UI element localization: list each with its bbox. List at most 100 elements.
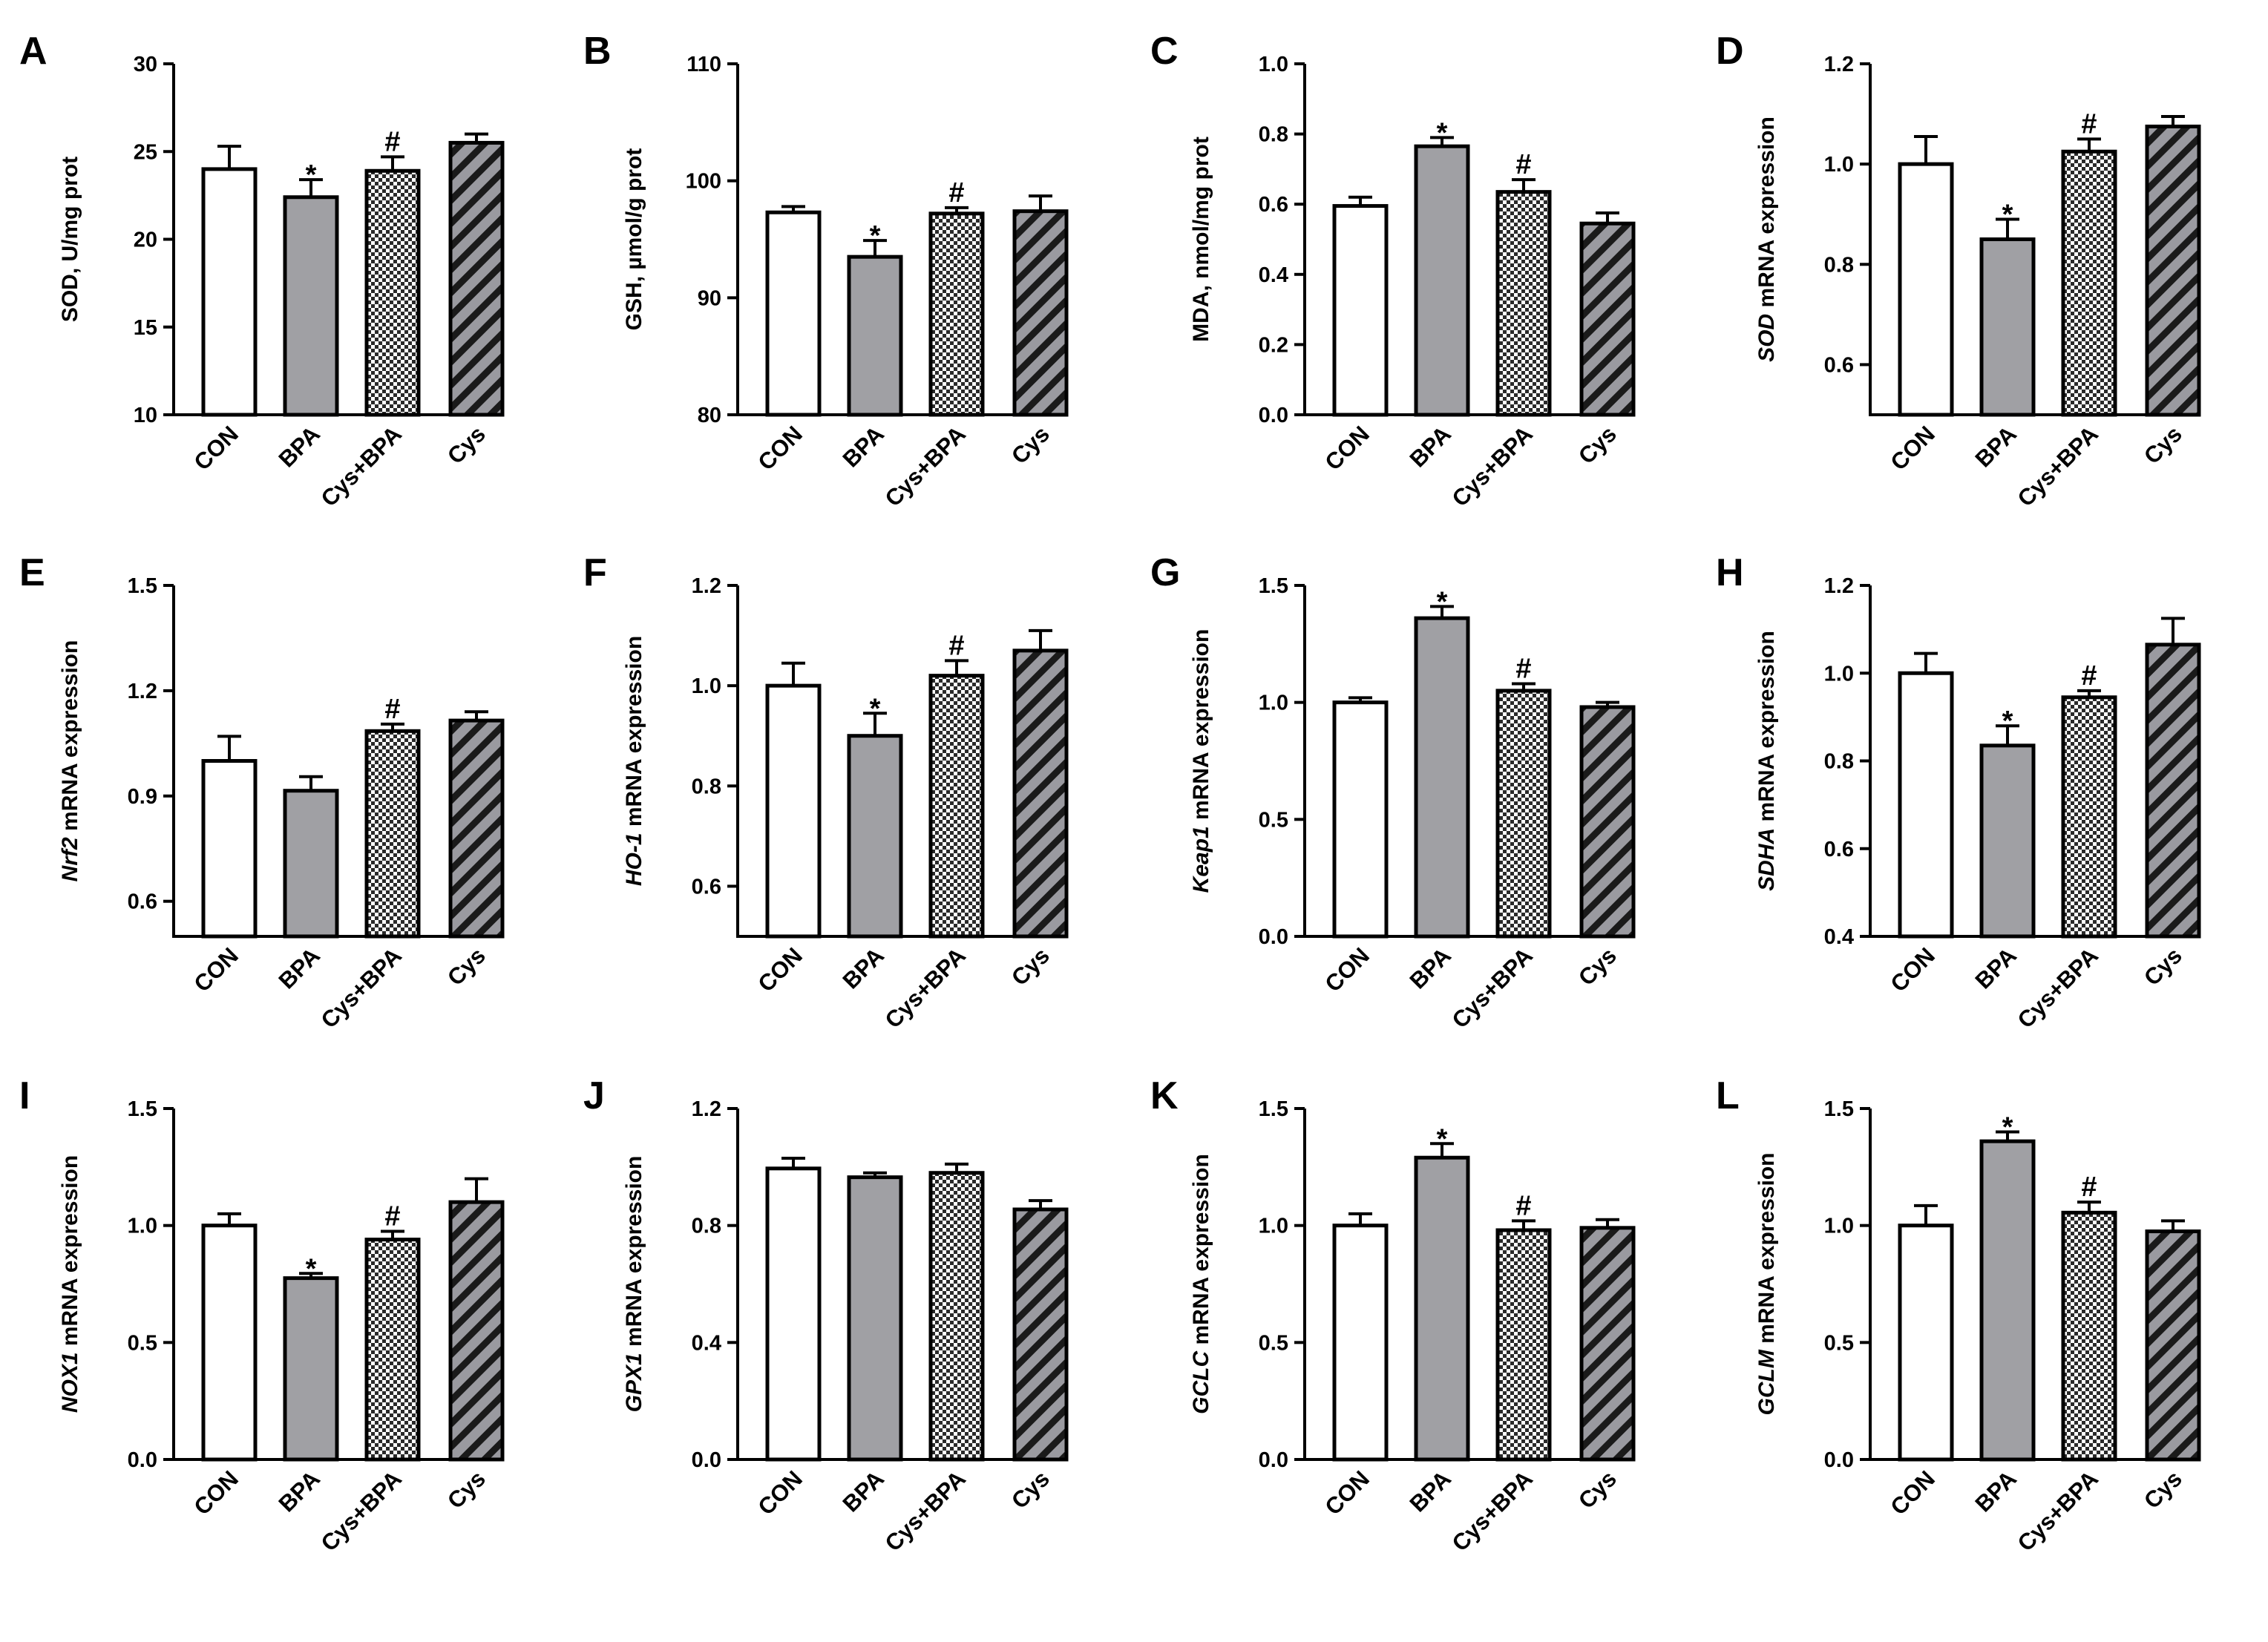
panel-c-errbar-1: [1430, 136, 1454, 147]
panel-h-ylabel: SDHA mRNA expression: [1754, 631, 1779, 891]
panel-a-errbar-2: [381, 155, 404, 171]
panel-c-letter: C: [1150, 30, 1179, 73]
panel-a-ytick-label-4: 30: [134, 53, 157, 76]
panel-g-xtick-label-1: BPA: [1405, 942, 1456, 994]
panel-l-xtick-label-2: Cys+BPA: [2013, 1465, 2103, 1556]
panel-j-ytick-label-2: 0.8: [692, 1215, 721, 1238]
panel-f-bar-cys-bpa: [928, 674, 985, 939]
panel-b-ytick-label-1: 90: [698, 286, 721, 310]
panel-b-sig-1: *: [870, 220, 881, 252]
panel-b-errbar-1: [863, 239, 887, 257]
panel-l-xtick-label-0: CON: [1885, 1465, 1939, 1520]
panel-g-errbar-2: [1512, 682, 1536, 691]
panel-j-ylabel: GPX1 mRNA expression: [622, 1156, 646, 1413]
panel-e-errbar-0: [217, 735, 241, 761]
panel-l-bar-bpa: [1979, 1139, 2036, 1462]
panel-j-xtick-label-2: Cys+BPA: [880, 1465, 971, 1556]
panel-c-ytick-label-4: 0.8: [1259, 123, 1288, 147]
panel-i-bar-bpa: [283, 1276, 339, 1462]
panel-i-xtick-label-1: BPA: [274, 1465, 325, 1517]
panel-g-errbar-0: [1348, 696, 1372, 703]
panel-h-ytick-label-1: 0.6: [1824, 838, 1854, 861]
panel-e-letter: E: [19, 551, 45, 594]
panel-a-bar-bpa: [283, 195, 339, 417]
panel-d-bar-con: [1898, 162, 1954, 417]
panel-f-xtick-label-2: Cys+BPA: [880, 942, 971, 1033]
panel-c-sig-2: #: [1515, 149, 1531, 180]
panel-f-bar-bpa: [847, 734, 903, 939]
panel-b-bar-cys: [1012, 209, 1069, 417]
panel-g-ytick-label-0: 0.0: [1259, 925, 1288, 949]
panel-c-xtick-label-1: BPA: [1405, 421, 1456, 472]
panel-h-letter: H: [1716, 551, 1744, 594]
panel-k-errbar-2: [1512, 1219, 1536, 1230]
panel-d-ylabel: SOD mRNA expression: [1754, 116, 1779, 362]
panel-j-errbar-1: [863, 1171, 887, 1178]
panel-c-ytick-label-0: 0.0: [1259, 404, 1288, 427]
panel-a-xtick-label-2: Cys+BPA: [316, 421, 407, 511]
panel-c-xtick-label-0: CON: [1320, 421, 1374, 475]
panel-l-errbar-0: [1914, 1203, 1938, 1226]
panel-i-errbar-1: [299, 1272, 323, 1278]
panel-i-letter: I: [19, 1074, 30, 1117]
panel-f-ytick-label-1: 0.8: [692, 775, 721, 798]
panel-j-ytick-label-0: 0.0: [692, 1448, 721, 1472]
panel-i-sig-2: #: [384, 1201, 400, 1232]
panel-k-sig-2: #: [1515, 1190, 1531, 1221]
panel-e-bar-con: [201, 759, 258, 939]
panel-j-ytick-label-3: 1.2: [692, 1097, 721, 1121]
panel-k-errbar-3: [1596, 1218, 1619, 1228]
panel-d-letter: D: [1716, 30, 1744, 73]
panel-f-letter: F: [583, 551, 607, 594]
panel-k-errbar-0: [1348, 1212, 1372, 1226]
panel-f-errbar-2: [945, 659, 969, 676]
panel-l-ytick-label-2: 1.0: [1824, 1215, 1854, 1238]
panel-g-sig-1: *: [1437, 586, 1448, 617]
panel-k-sig-1: *: [1437, 1123, 1448, 1155]
panel-k: K GCLC mRNA expression 0.0 0.5 1.0 1.5 CON * BPA…: [1150, 1074, 1636, 1557]
panel-e-errbar-3: [465, 710, 488, 721]
panel-l-bar-cys-bpa: [2061, 1210, 2117, 1462]
panel-k-ytick-label-1: 0.5: [1259, 1331, 1288, 1355]
panel-a-bar-cys-bpa: [364, 168, 421, 417]
panel-c-bar-cys-bpa: [1495, 190, 1552, 417]
panel-h-sig-2: #: [2081, 660, 2097, 692]
panel-i-xtick-label-3: Cys: [442, 1465, 491, 1514]
panel-f-ytick-label-0: 0.6: [692, 875, 721, 899]
panel-c-ylabel: MDA, nmol/mg prot: [1189, 137, 1213, 342]
panel-c-errbar-2: [1512, 178, 1536, 192]
panel-j-xtick-label-1: BPA: [838, 1465, 889, 1517]
panel-d-ytick-label-3: 1.2: [1824, 53, 1854, 76]
panel-k-ytick-label-3: 1.5: [1259, 1097, 1288, 1121]
panel-k-errbar-1: [1430, 1142, 1454, 1158]
panel-e-ylabel: Nrf2 mRNA expression: [58, 640, 82, 882]
panel-h-ytick-label-2: 0.8: [1824, 750, 1854, 774]
panel-a-errbar-1: [299, 178, 323, 197]
panel-a-xtick-label-1: BPA: [274, 421, 325, 472]
panel-i-errbar-0: [217, 1212, 241, 1226]
panel-e-ytick-label-2: 1.2: [128, 680, 157, 703]
panel-g-errbar-1: [1430, 605, 1454, 619]
panel-h-sig-1: *: [2002, 706, 2013, 737]
panel-f-xtick-label-0: CON: [753, 942, 807, 996]
panel-c-ytick-label-5: 1.0: [1259, 53, 1288, 76]
panel-h-errbar-0: [1914, 651, 1938, 674]
panel-d-ytick-label-0: 0.6: [1824, 353, 1854, 377]
panel-e-xtick-label-1: BPA: [274, 942, 325, 994]
panel-i-xtick-label-0: CON: [189, 1465, 243, 1520]
panel-e-errbar-1: [299, 775, 323, 791]
panel-d-errbar-0: [1914, 134, 1938, 165]
panel-a-ylabel: SOD, U/mg prot: [58, 157, 82, 322]
panel-e: E Nrf2 mRNA expression 0.6 0.9 1.2 1.5 CON BPA #…: [19, 551, 505, 1034]
panel-k-letter: K: [1150, 1074, 1179, 1117]
panel-a-ytick-label-2: 20: [134, 229, 157, 252]
panel-f-xtick-label-3: Cys: [1006, 942, 1055, 991]
panel-k-xtick-label-3: Cys: [1573, 1465, 1622, 1514]
panel-k-ylabel: GCLC mRNA expression: [1189, 1154, 1213, 1414]
panel-i-errbar-2: [381, 1229, 404, 1240]
panel-e-sig-2: #: [384, 694, 400, 725]
panel-l-ylabel: GCLM mRNA expression: [1754, 1153, 1779, 1416]
panel-d-errbar-2: [2077, 137, 2101, 152]
panel-d-sig-2: #: [2081, 108, 2097, 139]
